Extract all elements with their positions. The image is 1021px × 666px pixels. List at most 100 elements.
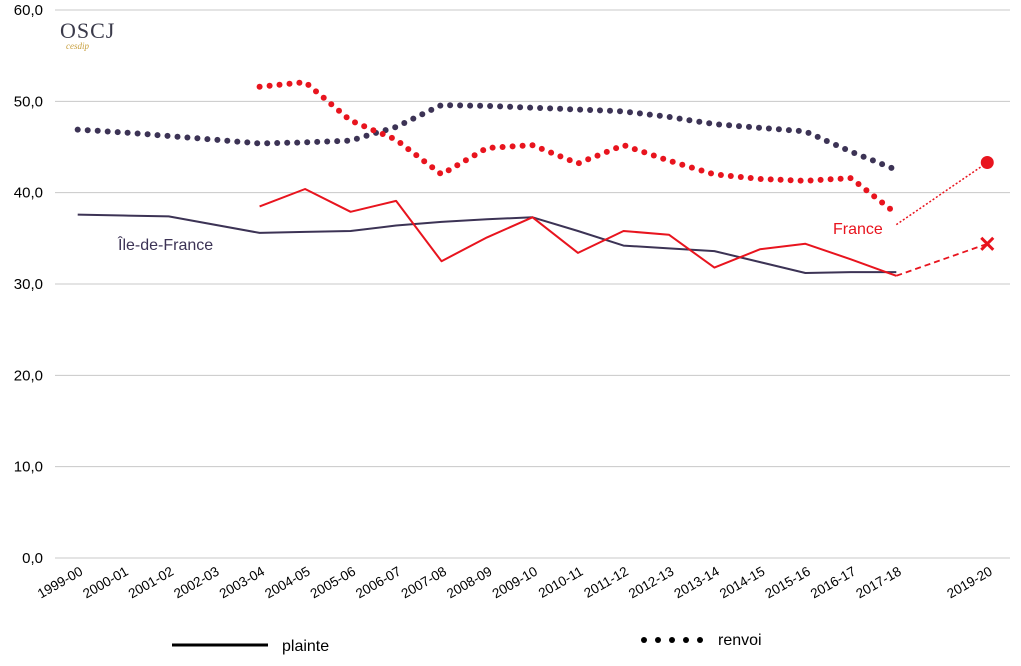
x-axis-ticks: 1999-002000-012001-022002-032003-042004-… <box>35 563 995 601</box>
series-dot <box>144 131 151 138</box>
series-dot <box>174 133 181 140</box>
series-dot <box>379 131 386 137</box>
annotation-idf: Île-de-France <box>117 235 213 254</box>
series-dot <box>888 164 895 171</box>
series-dot <box>320 94 327 101</box>
series-dot <box>276 81 283 88</box>
series-dot <box>641 149 648 156</box>
series-dot <box>499 144 506 150</box>
series-dot <box>646 111 653 118</box>
series-dot <box>688 164 695 171</box>
series-dot <box>817 176 824 183</box>
series-dot <box>336 107 342 114</box>
series-dot <box>344 137 351 144</box>
series-dot <box>636 110 643 117</box>
series-dot <box>353 135 360 142</box>
series-dot <box>296 79 303 86</box>
x-tick-label: 2016-17 <box>808 564 858 602</box>
series-dot <box>419 111 426 118</box>
series-dot <box>447 102 454 109</box>
series-dot <box>737 174 744 180</box>
series-dot <box>104 128 111 135</box>
series-dot <box>363 132 370 139</box>
series-dot <box>736 123 742 130</box>
series-dot <box>529 142 536 149</box>
series-dot <box>827 176 834 183</box>
series-dot <box>887 205 893 212</box>
x-tick-label: 2000-01 <box>80 564 130 602</box>
series-dot <box>284 139 291 146</box>
y-tick-label: 20,0 <box>14 367 43 384</box>
series-dot <box>437 102 444 109</box>
y-tick-label: 30,0 <box>14 276 43 293</box>
legend-dotted-label: renvoi <box>718 632 762 649</box>
series-dot <box>334 138 341 145</box>
logo-main-text: OSCJ <box>60 18 115 43</box>
series-dot <box>314 138 321 145</box>
series-dot <box>214 136 221 143</box>
series-dot <box>266 82 273 89</box>
series-dot <box>587 107 594 113</box>
series-line-fr_plainte <box>259 188 897 277</box>
series-dot <box>756 124 762 131</box>
gridlines <box>55 9 1010 559</box>
series-dot <box>194 135 201 142</box>
series-dot <box>94 127 101 134</box>
series-dot <box>509 143 516 150</box>
series-dot <box>837 175 844 182</box>
series-dot <box>775 126 782 133</box>
series-dot <box>557 153 564 160</box>
legend-dot <box>669 637 675 643</box>
x-tick-label: 2004-05 <box>262 564 312 602</box>
series-dot <box>401 120 408 126</box>
series-dot <box>871 193 878 200</box>
series-dot <box>397 140 404 146</box>
series-dot <box>204 136 211 143</box>
series-dot <box>613 145 620 152</box>
series-dot <box>727 173 734 179</box>
series-dot <box>244 139 251 146</box>
series-dot <box>497 103 504 110</box>
series-dot <box>471 152 478 159</box>
x-tick-label: 2002-03 <box>171 564 221 602</box>
series-dot <box>851 150 858 156</box>
series-dot <box>328 101 335 108</box>
series-dot <box>254 140 261 147</box>
series-dot <box>603 148 610 155</box>
x-tick-label: 2001-02 <box>126 564 176 602</box>
series-dot <box>294 139 301 146</box>
legend-dot <box>697 637 703 643</box>
x-tick-label: 2003-04 <box>217 563 268 601</box>
series-dot <box>234 138 241 145</box>
series-dot <box>650 152 657 159</box>
series-dot <box>679 161 686 168</box>
series-dot <box>437 170 444 177</box>
series-dot <box>264 140 271 147</box>
series-lines <box>74 79 995 277</box>
series-dot <box>370 127 377 134</box>
series-dot <box>842 146 849 152</box>
series-dot <box>477 102 484 109</box>
series-dot <box>860 153 867 160</box>
x-tick-label: 1999-00 <box>35 564 85 602</box>
x-tick-label: 2015-16 <box>762 564 812 602</box>
x-tick-label: 2019-20 <box>944 564 994 602</box>
series-dot <box>869 157 876 164</box>
series-dot <box>855 181 862 187</box>
series-dot <box>557 105 564 112</box>
series-dot <box>622 142 629 149</box>
series-dots-fr_renvoi <box>256 79 893 212</box>
series-dot <box>256 83 263 90</box>
series-dot <box>698 167 705 174</box>
series-dot <box>594 152 601 159</box>
series-dot <box>74 126 81 133</box>
series-dot <box>134 130 141 137</box>
series-dot <box>224 137 231 144</box>
series-dot <box>797 177 804 184</box>
series-dot <box>847 175 854 182</box>
series-dot <box>388 134 395 141</box>
series-dot <box>666 114 673 120</box>
x-tick-label: 2008-09 <box>444 564 494 602</box>
series-dots-idf_renvoi <box>74 102 895 171</box>
series-dot <box>746 123 752 130</box>
